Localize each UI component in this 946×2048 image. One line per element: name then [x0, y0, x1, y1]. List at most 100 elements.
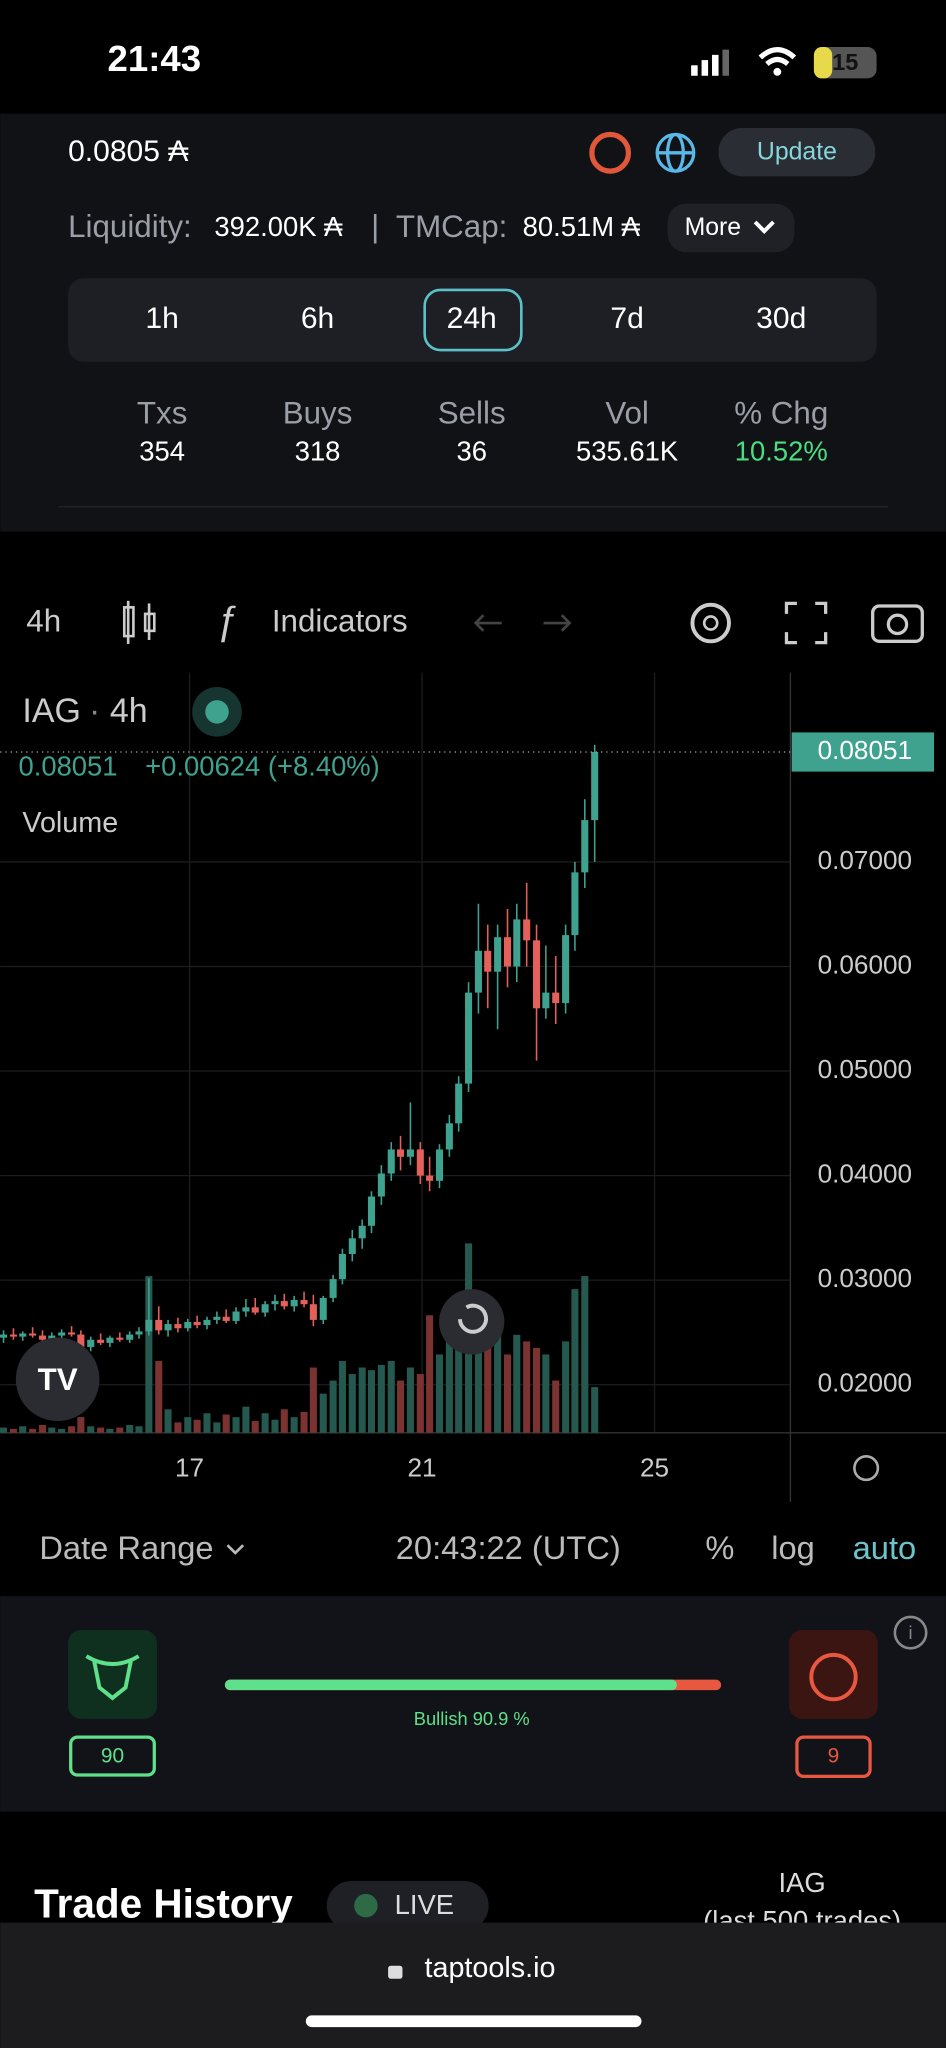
volume-bar	[68, 1426, 76, 1433]
candle-body	[271, 1301, 279, 1305]
candle-body	[484, 950, 492, 972]
undo-redo[interactable]	[473, 614, 572, 632]
volume-bar	[164, 1409, 172, 1433]
volume-bar	[145, 1276, 153, 1433]
bear-icon	[809, 1652, 858, 1702]
stat-label: Sells	[438, 396, 506, 431]
bull-count-box	[69, 1735, 156, 1777]
volume-bar	[48, 1427, 56, 1433]
volume-bar	[581, 1276, 589, 1433]
volume-bar	[222, 1414, 230, 1433]
y-tick-label: 0.02000	[818, 1368, 912, 1398]
candle-body	[435, 1149, 444, 1181]
liquidity-label: Liquidity:	[68, 209, 192, 244]
update-button[interactable]	[718, 128, 876, 177]
percent-toggle[interactable]: %	[705, 1529, 734, 1566]
candle-body	[290, 1300, 298, 1307]
x-tick-label: 21	[408, 1452, 437, 1482]
volume-bar	[97, 1427, 105, 1433]
timeframe-button[interactable]: 30d	[756, 302, 806, 335]
candle-body	[416, 1149, 424, 1176]
stat-label: % Chg	[734, 396, 828, 431]
log-toggle[interactable]: log	[771, 1529, 815, 1566]
candle-body	[174, 1324, 182, 1329]
auto-toggle[interactable]: auto	[853, 1529, 917, 1566]
volume-bar	[484, 1334, 492, 1433]
bull-button[interactable]	[68, 1630, 157, 1719]
candle-icon[interactable]	[122, 600, 156, 644]
volume-bar	[116, 1427, 124, 1433]
candle-body	[68, 1332, 76, 1335]
stat-value: 10.52%	[735, 435, 828, 466]
timeframe-button[interactable]: 1h	[145, 302, 178, 335]
symbol: IAG	[22, 692, 80, 730]
volume-bar	[387, 1360, 395, 1433]
candle-body	[591, 752, 599, 821]
timeframe-selected	[423, 288, 523, 352]
stat-value: 318	[295, 435, 341, 466]
tradingview-logo[interactable]	[15, 1337, 100, 1422]
trade-symbol: IAG	[779, 1867, 826, 1898]
candle-body	[329, 1279, 337, 1298]
timeframe-button[interactable]: 24h	[447, 302, 497, 335]
stat-value: 535.61K	[576, 435, 678, 466]
volume-bar	[271, 1419, 279, 1433]
theme-icon[interactable]	[853, 1455, 880, 1482]
timeframe-bar	[68, 278, 877, 362]
volume-bar	[494, 1328, 502, 1433]
bear-button[interactable]	[789, 1630, 878, 1719]
price-tag-label: 0.08051	[818, 735, 912, 765]
y-tick-label: 0.06000	[818, 949, 912, 979]
volume-bar	[397, 1380, 405, 1433]
live-pill	[326, 1880, 489, 1931]
status-dot	[205, 700, 229, 724]
globe-icon[interactable]	[655, 132, 696, 173]
timeframe-button[interactable]: 6h	[301, 302, 334, 335]
candle-body	[9, 1334, 17, 1337]
liquidity-value: 392.00K ₳	[214, 211, 343, 242]
candle-body	[406, 1149, 414, 1157]
volume-bar	[435, 1354, 444, 1433]
volume-bar	[106, 1428, 114, 1433]
indicators-button[interactable]: Indicators	[272, 603, 408, 638]
update-label[interactable]: Update	[757, 138, 837, 165]
fullscreen-icon[interactable]	[784, 601, 828, 645]
info-icon[interactable]	[893, 1615, 928, 1650]
dot: ·	[89, 692, 100, 730]
volume-bar	[203, 1413, 211, 1433]
url[interactable]: taptools.io	[425, 1952, 556, 1984]
sentiment-panel	[0, 1596, 946, 1812]
timeframe-button[interactable]: 7d	[610, 302, 643, 335]
volume-bar	[474, 1321, 482, 1433]
volume-bar	[155, 1360, 163, 1433]
fx-icon[interactable]: ƒ	[216, 599, 238, 643]
more-label[interactable]: More	[685, 214, 742, 241]
volume-bar	[571, 1289, 579, 1433]
volume-bar	[242, 1406, 250, 1433]
x-tick-label: 25	[640, 1452, 669, 1482]
wifi	[758, 47, 797, 67]
interval-button[interactable]: 4h	[26, 603, 61, 638]
chevron	[753, 220, 775, 234]
volume-bar	[591, 1387, 599, 1433]
bear-count-box	[795, 1735, 872, 1778]
bull-icon	[85, 1654, 140, 1701]
candle-body	[397, 1149, 405, 1157]
reset-button[interactable]	[439, 1289, 505, 1355]
signal	[691, 49, 729, 76]
battery-level	[813, 47, 833, 79]
settings-center	[702, 615, 719, 631]
camera-icon[interactable]	[871, 604, 924, 643]
chart-interval: 4h	[110, 692, 148, 730]
stat-label: Txs	[137, 396, 187, 431]
logo-icon[interactable]	[589, 131, 632, 174]
more-button[interactable]	[667, 203, 795, 253]
candle-body	[581, 820, 589, 873]
candle-body	[377, 1173, 385, 1197]
settings-icon[interactable]	[690, 602, 731, 644]
y-tick-label: 0.03000	[818, 1263, 912, 1293]
wifi-dot	[773, 67, 782, 76]
volume-bar	[455, 1328, 463, 1433]
date-range[interactable]: Date Range	[39, 1529, 213, 1566]
